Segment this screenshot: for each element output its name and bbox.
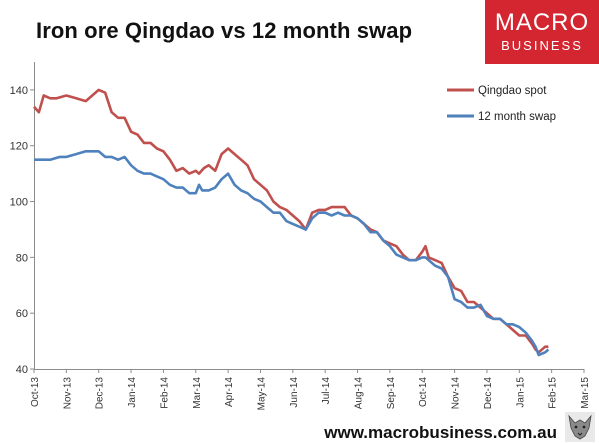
y-tick-label: 40 — [16, 364, 28, 376]
x-tick-label: Dec-14 — [483, 377, 494, 410]
x-tick-label: Dec-13 — [95, 377, 106, 410]
x-tick-label: Sep-14 — [386, 377, 397, 410]
y-axis-ticks: 40 60 80 100 120 140 — [10, 85, 34, 376]
y-tick-label: 80 — [16, 252, 28, 264]
x-tick-label: Oct-13 — [30, 377, 41, 407]
series-layer — [33, 88, 550, 357]
y-tick-label: 100 — [10, 197, 28, 209]
x-tick-label: Nov-14 — [451, 377, 462, 410]
x-tick-label: Jan-14 — [127, 377, 138, 408]
x-axis-ticks: Oct-13 Nov-13 Dec-13 Jan-14 Feb-14 Mar-14 Apr-… — [30, 369, 591, 410]
x-tick-label: Jun-14 — [289, 377, 300, 408]
legend: Qingdao spot 12 month swap — [447, 85, 556, 123]
wolf-mascot-icon — [565, 412, 595, 442]
page-title: Iron ore Qingdao vs 12 month swap — [36, 18, 413, 43]
x-tick-label: Nov-13 — [62, 377, 73, 410]
logo-line-macro: MACRO — [494, 9, 590, 36]
y-tick-label: 60 — [16, 308, 28, 320]
x-tick-label: Jan-15 — [515, 377, 526, 408]
y-tick-label: 140 — [10, 85, 28, 97]
y-tick-label: 120 — [10, 141, 28, 153]
x-tick-label: Apr-14 — [224, 377, 235, 407]
legend-label: Qingdao spot — [478, 85, 547, 97]
macrobusiness-logo: MACRO BUSINESS — [485, 0, 599, 64]
x-tick-label: Aug-14 — [354, 377, 365, 410]
series-line-qingdao-spot — [33, 88, 549, 354]
logo-line-business: BUSINESS — [501, 38, 583, 53]
x-tick-label: Jul-14 — [321, 377, 332, 405]
legend-label: 12 month swap — [478, 111, 556, 123]
footer-url[interactable]: www.macrobusiness.com.au — [324, 423, 557, 442]
x-tick-label: May-14 — [256, 377, 267, 411]
plot-area — [34, 62, 584, 370]
x-tick-label: Mar-15 — [580, 377, 591, 409]
x-tick-label: Feb-15 — [548, 377, 559, 409]
x-tick-label: Mar-14 — [192, 377, 203, 409]
series-line-12-month-swap — [34, 150, 550, 357]
x-tick-label: Feb-14 — [159, 377, 170, 409]
x-tick-label: Oct-14 — [418, 377, 429, 407]
